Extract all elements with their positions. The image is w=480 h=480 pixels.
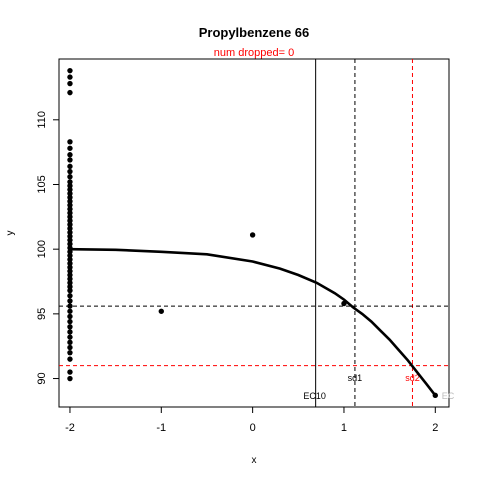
data-point (67, 145, 73, 151)
data-point (67, 214, 73, 220)
data-point (67, 225, 73, 232)
data-point (67, 349, 73, 356)
reference-label-ec10: EC10 (303, 391, 326, 401)
y-tick-label: 110 (36, 111, 48, 129)
data-point (67, 272, 73, 278)
data-point (67, 139, 73, 145)
data-point (67, 179, 73, 185)
data-point (67, 344, 73, 351)
data-point (67, 264, 73, 270)
x-tick-label: -2 (65, 422, 75, 434)
data-point (67, 157, 73, 163)
data-point (67, 67, 73, 74)
data-point (67, 249, 73, 255)
x-tick-label: 2 (432, 422, 438, 434)
data-point (67, 202, 73, 208)
edge-label-0: EC (442, 391, 455, 401)
data-point (67, 168, 73, 175)
data-point (67, 210, 73, 216)
data-point (67, 206, 73, 212)
data-point (67, 229, 73, 236)
data-point (67, 241, 73, 247)
data-point (341, 300, 347, 307)
data-point (67, 313, 73, 320)
data-point (67, 152, 73, 158)
plot-area (58, 58, 450, 408)
y-tick-label: 100 (36, 240, 48, 258)
data-point (67, 276, 73, 282)
data-point (67, 318, 73, 325)
data-point (67, 190, 73, 197)
data-point (67, 221, 73, 228)
axes: -2 -1 0 1 2 90 95 100 105 110 (36, 111, 438, 434)
data-point (67, 303, 73, 309)
reference-label-sd1: sd1 (348, 373, 363, 383)
x-axis-label: x (252, 455, 257, 466)
data-point (67, 183, 73, 189)
data-point (67, 233, 73, 239)
data-point (67, 339, 73, 346)
data-point (67, 186, 73, 193)
data-point (249, 232, 256, 238)
data-point (67, 280, 73, 286)
y-axis-label: y (5, 231, 16, 236)
x-tick-label: 1 (341, 422, 347, 434)
plot-frame (58, 58, 450, 408)
data-point (67, 80, 73, 87)
data-point (67, 283, 73, 290)
fitted-curve (69, 247, 437, 397)
data-point (67, 198, 73, 205)
chart-title: Propylbenzene 66 (199, 25, 310, 40)
data-point (67, 256, 73, 263)
y-tick-label: 90 (36, 372, 48, 384)
data-point (67, 218, 73, 224)
chart-subtitle: num dropped= 0 (214, 47, 294, 59)
data-point (67, 375, 73, 382)
y-tick-label: 95 (36, 308, 48, 320)
data-point (67, 194, 73, 201)
data-point (67, 324, 73, 330)
data-point (67, 268, 73, 274)
data-point (432, 392, 438, 399)
data-point (67, 252, 73, 259)
x-tick-label: 0 (250, 422, 256, 434)
data-point (67, 293, 73, 299)
data-point (67, 308, 73, 314)
data-point (67, 237, 73, 243)
data-point (67, 89, 73, 96)
data-point (67, 329, 73, 335)
data-point (67, 163, 73, 170)
data-point (67, 74, 73, 80)
fitted-curve-line (69, 247, 437, 397)
data-point (158, 308, 164, 314)
y-tick-label: 105 (36, 175, 48, 193)
data-point (67, 245, 73, 251)
x-tick-label: -1 (156, 422, 166, 434)
data-point (67, 369, 73, 375)
data-point (67, 356, 73, 362)
reference-label-sd2: sd2 (405, 373, 420, 383)
reference-lines: EC10 sd1 sd2 EC (59, 59, 455, 407)
data-point (67, 260, 73, 267)
data-point (67, 298, 73, 304)
data-point (67, 334, 73, 340)
data-point (67, 174, 73, 180)
data-point (67, 287, 73, 294)
data-points (67, 67, 438, 399)
